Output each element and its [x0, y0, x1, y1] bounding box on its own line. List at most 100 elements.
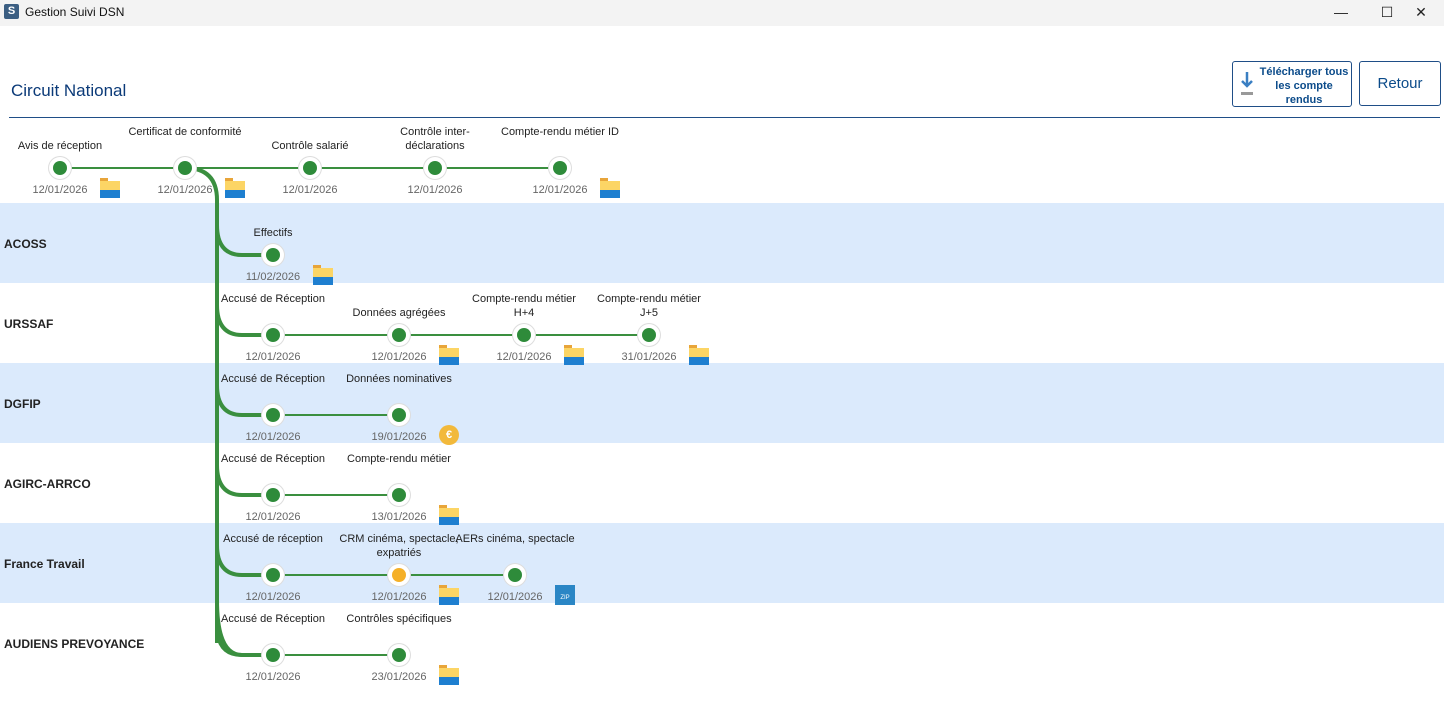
national-step-label: Avis de réception	[17, 140, 103, 152]
folder-part	[439, 677, 459, 685]
step-label: Accusé de réception	[223, 533, 323, 545]
folder-icon[interactable]	[439, 665, 459, 685]
step-date: 12/01/2026	[487, 591, 543, 603]
national-step-status-dot	[553, 161, 567, 175]
step-node[interactable]	[262, 244, 284, 266]
branch-line	[215, 304, 273, 337]
step-date: 12/01/2026	[245, 511, 301, 523]
zip-icon[interactable]: ZIP	[555, 585, 575, 605]
step-status-dot	[392, 648, 406, 662]
national-step-date: 12/01/2026	[282, 184, 338, 196]
step-node[interactable]	[388, 484, 410, 506]
step-node[interactable]	[262, 324, 284, 346]
folder-part	[439, 357, 459, 365]
step-status-dot	[266, 648, 280, 662]
folder-part	[564, 357, 584, 365]
step-label: Accusé de Réception	[221, 293, 325, 305]
step-status-dot	[266, 248, 280, 262]
organism-name: AGIRC-ARRCO	[4, 477, 91, 491]
step-label: CRM cinéma, spectacle, expatriés	[339, 533, 459, 559]
step-date: 19/01/2026	[371, 431, 427, 443]
national-step-date: 12/01/2026	[532, 184, 588, 196]
national-step-node[interactable]	[299, 157, 321, 179]
step-node[interactable]	[513, 324, 535, 346]
step-status-dot	[392, 408, 406, 422]
folder-icon[interactable]	[313, 265, 333, 285]
folder-part	[439, 597, 459, 605]
step-status-dot	[392, 328, 406, 342]
step-date: 12/01/2026	[245, 671, 301, 683]
step-status-dot	[392, 488, 406, 502]
step-node[interactable]	[388, 324, 410, 346]
branch-line	[215, 464, 273, 497]
back-button[interactable]: Retour	[1359, 61, 1441, 106]
app-icon: S	[4, 4, 19, 19]
national-step-node[interactable]	[549, 157, 571, 179]
folder-icon[interactable]	[100, 178, 120, 198]
step-node[interactable]	[262, 484, 284, 506]
step-label: Compte-rendu métier J+5	[597, 293, 701, 319]
step-date: 12/01/2026	[245, 431, 301, 443]
national-step-node[interactable]	[49, 157, 71, 179]
step-label: Données agrégées	[352, 307, 446, 319]
maximize-button[interactable]: ☐	[1380, 4, 1394, 20]
folder-part	[313, 277, 333, 285]
coin-icon[interactable]: €	[439, 425, 459, 445]
folder-icon[interactable]	[439, 345, 459, 365]
step-node[interactable]	[388, 404, 410, 426]
national-step-node[interactable]	[424, 157, 446, 179]
step-date: 12/01/2026	[245, 591, 301, 603]
national-step-status-dot	[303, 161, 317, 175]
folder-part	[689, 357, 709, 365]
folder-part	[689, 345, 697, 349]
page-title: Circuit National	[11, 81, 127, 100]
national-step-status-dot	[428, 161, 442, 175]
step-status-dot	[266, 328, 280, 342]
step-status-dot	[517, 328, 531, 342]
folder-part	[439, 585, 447, 589]
folder-part	[100, 190, 120, 198]
folder-icon[interactable]	[564, 345, 584, 365]
national-step-date: 12/01/2026	[407, 184, 463, 196]
folder-icon[interactable]	[225, 178, 245, 198]
step-node[interactable]	[638, 324, 660, 346]
step-date: 12/01/2026	[496, 351, 552, 363]
step-node[interactable]	[262, 404, 284, 426]
national-step-date: 12/01/2026	[157, 184, 213, 196]
step-label: AERs cinéma, spectacle	[455, 533, 575, 545]
national-step-node[interactable]	[174, 157, 196, 179]
folder-icon[interactable]	[439, 585, 459, 605]
folder-icon[interactable]	[689, 345, 709, 365]
step-date: 12/01/2026	[371, 351, 427, 363]
national-step-label: Contrôle salarié	[271, 140, 349, 152]
minimize-button[interactable]: —	[1334, 4, 1348, 20]
step-date: 13/01/2026	[371, 511, 427, 523]
download-all-button[interactable]: Télécharger tous les compte rendus	[1232, 61, 1352, 107]
step-status-dot	[266, 488, 280, 502]
folder-part	[439, 505, 447, 509]
close-button[interactable]: ✕	[1415, 4, 1427, 20]
folder-part	[439, 345, 447, 349]
step-node[interactable]	[388, 644, 410, 666]
national-step-label: Certificat de conformité	[128, 126, 242, 138]
organism-name: AUDIENS PREVOYANCE	[4, 637, 145, 651]
branch-end	[215, 599, 243, 657]
national-step-date: 12/01/2026	[32, 184, 88, 196]
national-step-label: Contrôle inter-déclarations	[400, 126, 470, 152]
step-date: 31/01/2026	[621, 351, 677, 363]
organism-name: URSSAF	[4, 317, 54, 331]
title-bar: S Gestion Suivi DSN — ☐ ✕	[0, 0, 1444, 26]
step-node[interactable]	[504, 564, 526, 586]
folder-part	[225, 190, 245, 198]
step-node[interactable]	[262, 644, 284, 666]
step-node[interactable]	[262, 564, 284, 586]
organism-name: ACOSS	[4, 237, 47, 251]
folder-icon[interactable]	[439, 505, 459, 525]
national-step-label: Compte-rendu métier ID	[501, 126, 619, 138]
folder-icon[interactable]	[600, 178, 620, 198]
step-date: 23/01/2026	[371, 671, 427, 683]
organism-name: DGFIP	[4, 397, 41, 411]
national-step-status-dot	[53, 161, 67, 175]
step-node[interactable]	[388, 564, 410, 586]
national-step-status-dot	[178, 161, 192, 175]
